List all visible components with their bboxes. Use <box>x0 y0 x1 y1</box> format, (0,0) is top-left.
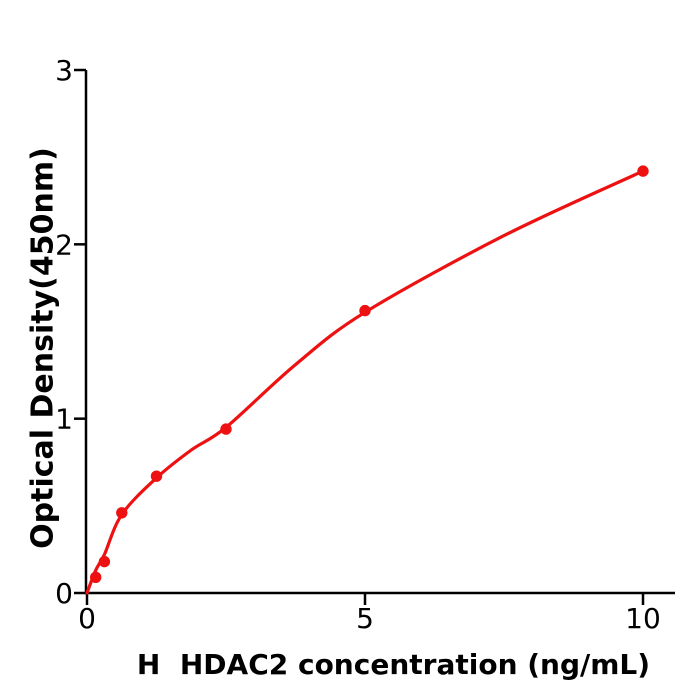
y-tick-label: 0 <box>55 577 73 610</box>
data-point <box>116 507 128 519</box>
data-point <box>98 555 111 568</box>
data-point <box>359 304 371 317</box>
y-tick-label: 2 <box>55 228 73 261</box>
y-tick-label: 3 <box>55 54 73 87</box>
y-axis-title: Optical Density(450nm) <box>25 147 61 549</box>
x-tick-label: 0 <box>78 602 96 635</box>
x-tick-label: 5 <box>356 602 374 635</box>
data-point <box>150 470 163 482</box>
y-tick-label: 1 <box>55 403 73 436</box>
axes-spines <box>84 70 675 595</box>
data-point <box>637 165 649 177</box>
x-tick-label: 10 <box>625 602 661 635</box>
x-axis-title: H HDAC2 concentration (ng/mL) <box>136 648 651 681</box>
fit-curve-line <box>85 169 645 595</box>
data-point <box>90 571 102 583</box>
data-point <box>220 423 232 435</box>
